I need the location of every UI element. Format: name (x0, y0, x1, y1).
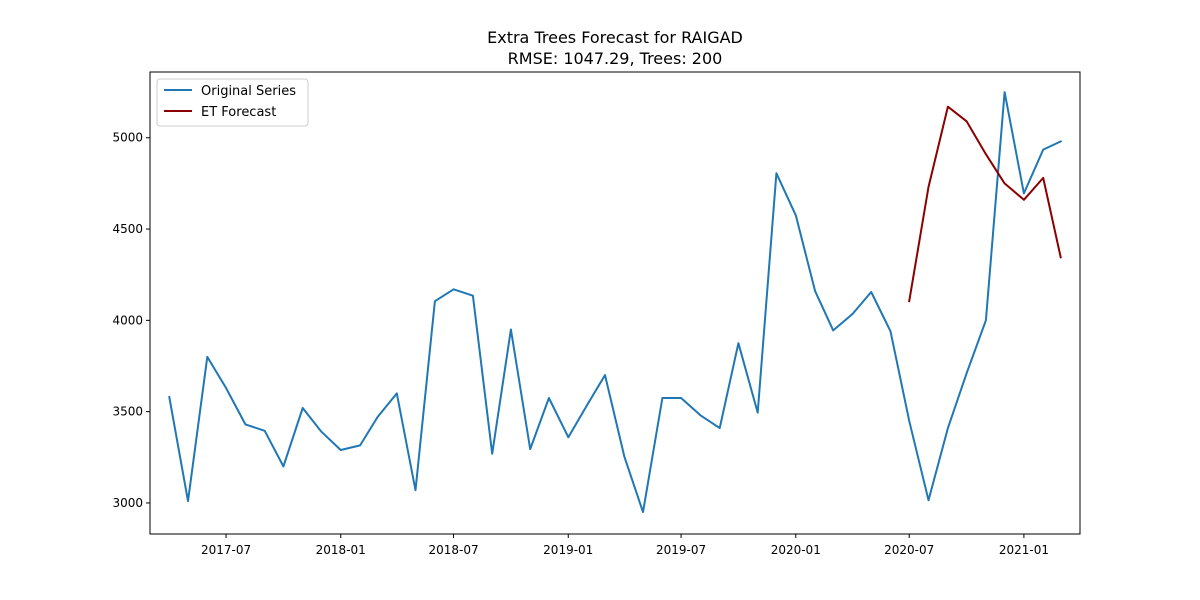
y-tick-label: 3500 (112, 405, 143, 419)
legend-label-et-forecast: ET Forecast (201, 105, 276, 120)
x-tick-label: 2018-01 (316, 543, 366, 557)
chart-subtitle: RMSE: 1047.29, Trees: 200 (508, 49, 723, 68)
y-tick-label: 4500 (112, 222, 143, 236)
y-tick-label: 3000 (112, 496, 143, 510)
legend-box (156, 78, 309, 127)
legend-label-original-series: Original Series (201, 84, 296, 99)
x-tick-label: 2018-07 (428, 543, 478, 557)
x-tick-label: 2020-07 (884, 543, 934, 557)
series-line-original-series (168, 91, 1063, 514)
series-layer (168, 91, 1063, 514)
x-tick-label: 2019-01 (543, 543, 593, 557)
plot-frame (149, 71, 1081, 535)
legend: Original Series ET Forecast (156, 78, 309, 127)
y-tick-label: 4000 (112, 313, 143, 327)
y-axis: 3000 3500 4000 4500 5000 (112, 131, 150, 510)
y-tick-label: 5000 (112, 131, 143, 145)
x-tick-label: 2017-07 (201, 543, 251, 557)
series-line-et-forecast (908, 105, 1062, 303)
x-axis: 2017-07 2018-01 2018-07 2019-01 2019-07 2020-… (201, 534, 1049, 557)
x-tick-label: 2021-01 (999, 543, 1049, 557)
x-tick-label: 2020-01 (771, 543, 821, 557)
chart-title: Extra Trees Forecast for RAIGAD (487, 28, 743, 47)
x-tick-label: 2019-07 (656, 543, 706, 557)
